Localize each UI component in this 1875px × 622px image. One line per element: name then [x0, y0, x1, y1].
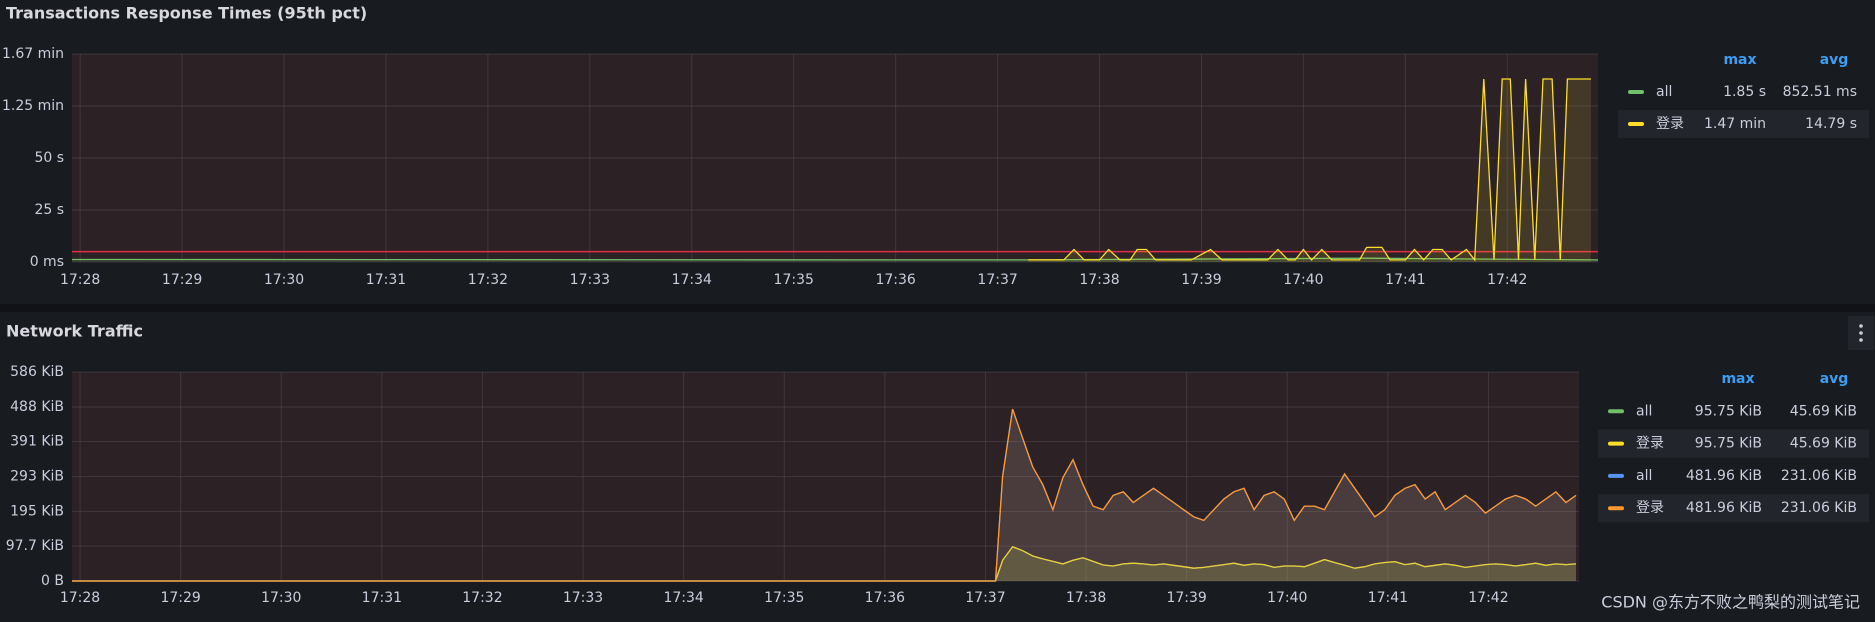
- y-tick-label: 0 ms: [30, 254, 64, 270]
- legend-row-bg: [1618, 110, 1869, 138]
- legend-header: max: [1721, 371, 1754, 387]
- legend-swatch: [1628, 90, 1644, 94]
- x-tick-label: 17:39: [1181, 272, 1221, 288]
- legend-swatch: [1628, 122, 1644, 126]
- legend-swatch: [1608, 506, 1624, 511]
- legend-stat: 45.69 KiB: [1790, 403, 1857, 419]
- y-tick-label: 97.7 KiB: [6, 538, 64, 554]
- panel-title: Transactions Response Times (95th pct): [6, 4, 367, 23]
- y-tick-label: 391 KiB: [10, 434, 64, 450]
- series-line: [72, 546, 1577, 582]
- x-tick-label: 17:39: [1166, 590, 1206, 606]
- series-area: [72, 409, 1576, 581]
- x-tick-label: 17:41: [1368, 590, 1408, 606]
- legend-label: 登录: [1636, 436, 1664, 452]
- series-line: [71, 257, 1599, 261]
- plot-area: [72, 54, 1598, 262]
- x-tick-label: 17:42: [1487, 272, 1527, 288]
- panel-menu[interactable]: [1848, 316, 1874, 350]
- legend-stat: 852.51 ms: [1783, 84, 1857, 100]
- legend-swatch: [1608, 441, 1624, 446]
- legend-swatch: [1608, 409, 1624, 414]
- legend-label: 登录: [1656, 116, 1684, 132]
- legend-label: all: [1636, 403, 1652, 419]
- x-tick-label: 17:38: [1079, 272, 1119, 288]
- legend-stat: 1.47 min: [1704, 116, 1766, 132]
- x-tick-label: 17:31: [362, 590, 402, 606]
- watermark: CSDN @东方不败之鸭梨的测试笔记: [1601, 593, 1860, 612]
- legend-label: 登录: [1636, 500, 1664, 516]
- legend-stat: 45.69 KiB: [1790, 436, 1857, 452]
- x-tick-label: 17:34: [672, 272, 712, 288]
- x-tick-label: 17:36: [865, 590, 905, 606]
- legend-stat: 95.75 KiB: [1695, 403, 1762, 419]
- x-tick-label: 17:28: [60, 590, 100, 606]
- x-tick-label: 17:31: [366, 272, 406, 288]
- y-tick-label: 0 B: [41, 573, 64, 589]
- series-area: [72, 409, 1576, 581]
- x-tick-label: 17:29: [162, 272, 202, 288]
- legend-row-bg: [1598, 429, 1869, 458]
- legend-stat: 1.85 s: [1723, 84, 1766, 100]
- x-tick-label: 17:30: [261, 590, 301, 606]
- x-tick-label: 17:34: [663, 590, 703, 606]
- y-tick-label: 293 KiB: [10, 469, 64, 485]
- x-tick-label: 17:38: [1066, 590, 1106, 606]
- legend-header: max: [1723, 52, 1756, 68]
- series-area: [72, 546, 1576, 581]
- series-line: [1028, 78, 1591, 262]
- y-tick-label: 488 KiB: [10, 399, 64, 415]
- y-tick-label: 1.67 min: [2, 46, 64, 62]
- legend-label: all: [1636, 468, 1652, 484]
- legend-label: all: [1656, 84, 1672, 100]
- x-tick-label: 17:28: [60, 272, 100, 288]
- y-tick-label: 195 KiB: [10, 503, 64, 519]
- x-tick-label: 17:35: [774, 272, 814, 288]
- x-tick-label: 17:32: [468, 272, 508, 288]
- series-area: [72, 546, 1576, 581]
- x-tick-label: 17:32: [462, 590, 502, 606]
- legend-stat: 95.75 KiB: [1695, 436, 1762, 452]
- legend-stat: 231.06 KiB: [1781, 500, 1857, 516]
- x-tick-label: 17:33: [570, 272, 610, 288]
- x-tick-label: 17:42: [1468, 590, 1508, 606]
- y-tick-label: 50 s: [34, 150, 64, 166]
- legend-stat: 14.79 s: [1805, 116, 1857, 132]
- x-tick-label: 17:30: [264, 272, 304, 288]
- x-tick-label: 17:40: [1267, 590, 1307, 606]
- x-tick-label: 17:36: [875, 272, 915, 288]
- legend-stat: 481.96 KiB: [1686, 468, 1762, 484]
- y-tick-label: 25 s: [34, 202, 64, 218]
- x-tick-label: 17:40: [1283, 272, 1323, 288]
- x-tick-label: 17:41: [1385, 272, 1425, 288]
- x-tick-label: 17:33: [563, 590, 603, 606]
- legend-header: avg: [1820, 371, 1849, 387]
- x-tick-label: 17:37: [965, 590, 1005, 606]
- plot-area: [72, 372, 1579, 581]
- legend-header: avg: [1820, 52, 1849, 68]
- panel-title: Network Traffic: [6, 322, 143, 341]
- legend-stat: 231.06 KiB: [1781, 468, 1857, 484]
- x-tick-label: 17:29: [160, 590, 200, 606]
- legend-row-bg: [1598, 494, 1869, 523]
- x-tick-label: 17:35: [764, 590, 804, 606]
- y-tick-label: 586 KiB: [10, 364, 64, 380]
- x-tick-label: 17:37: [977, 272, 1017, 288]
- legend-stat: 481.96 KiB: [1686, 500, 1762, 516]
- legend-swatch: [1608, 473, 1624, 478]
- series-line: [72, 408, 1577, 582]
- y-tick-label: 1.25 min: [2, 98, 64, 114]
